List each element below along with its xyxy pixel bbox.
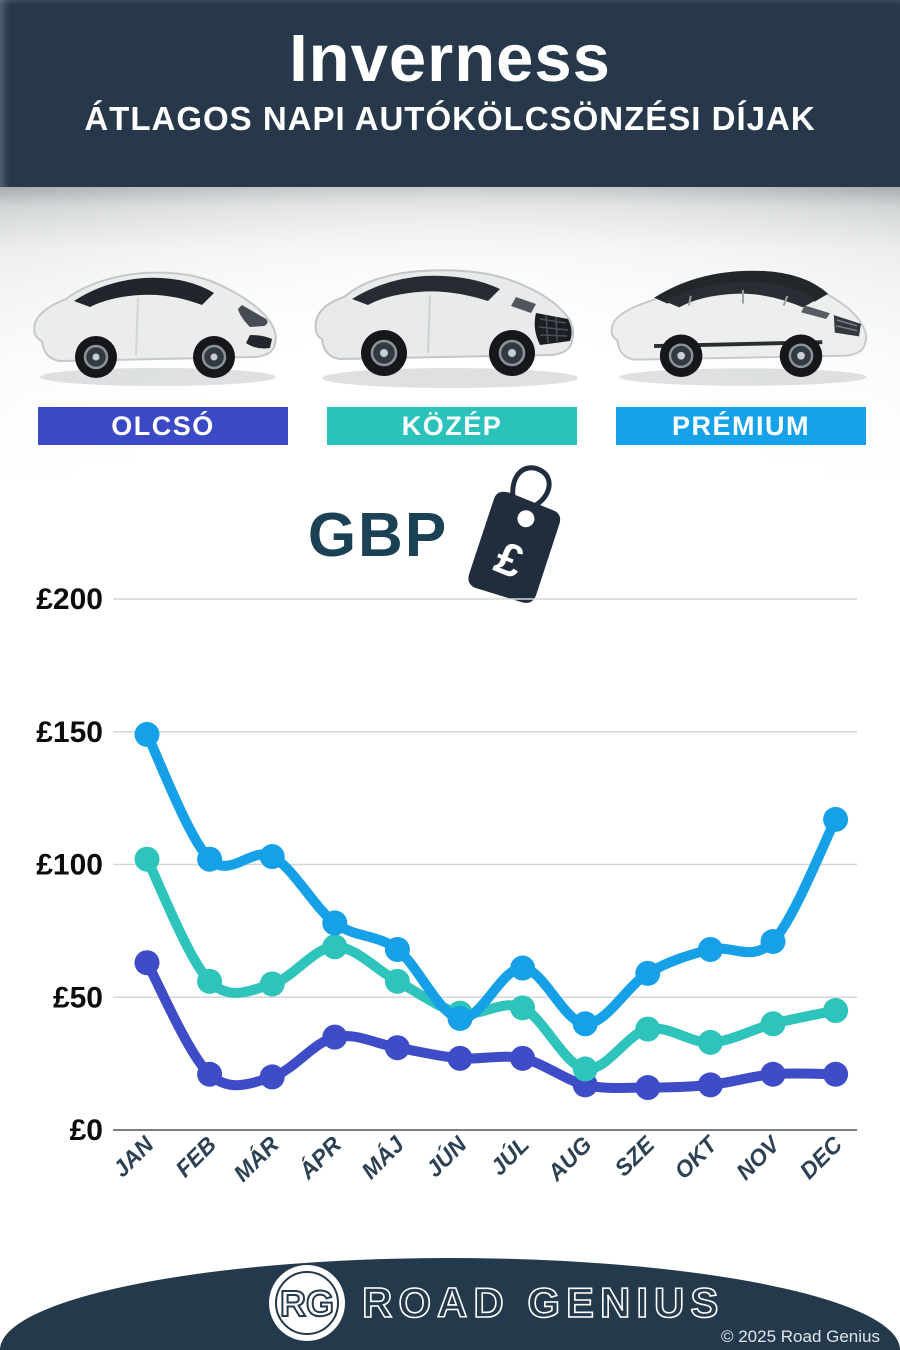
car-stage	[0, 187, 900, 587]
data-point-PRÉMIUM-DEC	[823, 806, 849, 832]
data-point-KÖZÉP-JÚL	[510, 995, 536, 1021]
series-line-KÖZÉP	[142, 854, 841, 1074]
data-point-KÖZÉP-JÚN	[447, 1000, 473, 1026]
data-point-PRÉMIUM-JAN	[134, 721, 160, 747]
data-point-KÖZÉP-MÁJ	[384, 968, 410, 994]
data-point-OLCSÓ-MÁR	[259, 1064, 285, 1090]
series-line-OLCSÓ	[142, 957, 841, 1094]
data-point-PRÉMIUM-MÁR	[259, 844, 285, 870]
economy-hatchback-image	[33, 271, 277, 386]
data-point-KÖZÉP-SZE	[635, 1016, 661, 1042]
x-tick-label-MÁR: MÁR	[228, 1130, 284, 1186]
y-tick-label-100: £100	[36, 849, 103, 882]
data-point-PRÉMIUM-JÚL	[510, 955, 536, 981]
category-badge-olcso: OLCSÓ	[38, 407, 288, 445]
x-tick-label-AUG: AUG	[541, 1131, 596, 1186]
x-tick-label-DEC: DEC	[794, 1131, 847, 1184]
page-title: Inverness	[289, 21, 611, 96]
data-point-OLCSÓ-SZE	[635, 1075, 661, 1101]
header: Inverness ÁTLAGOS NAPI AUTÓKÖLCSÖNZÉSI D…	[0, 0, 900, 187]
price-tag-icon: £	[468, 465, 561, 603]
x-tick-label-SZE: SZE	[609, 1131, 659, 1181]
footer-content: RG ROAD GENIUS © 2025 Road Genius	[269, 1265, 880, 1346]
premium-suv-image	[610, 270, 868, 386]
data-point-KÖZÉP-DEC	[823, 998, 849, 1024]
x-tick-label-MÁJ: MÁJ	[356, 1130, 410, 1184]
data-point-PRÉMIUM-MÁJ	[384, 936, 410, 962]
data-point-KÖZÉP-OKT	[697, 1029, 723, 1055]
data-point-KÖZÉP-AUG	[572, 1056, 598, 1082]
series-line-PRÉMIUM	[142, 729, 841, 1029]
data-point-OLCSÓ-JÚN	[447, 1045, 473, 1071]
data-point-KÖZÉP-FEB	[197, 968, 223, 994]
data-point-OLCSÓ-DEC	[823, 1061, 849, 1087]
page-subtitle: ÁTLAGOS NAPI AUTÓKÖLCSÖNZÉSI DÍJAK	[84, 100, 816, 137]
data-point-PRÉMIUM-FEB	[197, 846, 223, 872]
currency-code-label: GBP	[307, 501, 449, 570]
category-badge-kozep: KÖZÉP	[327, 407, 577, 445]
road-genius-logo-circle	[269, 1265, 345, 1341]
y-tick-label-0: £0	[70, 1114, 103, 1147]
midsize-suv-image	[314, 269, 578, 388]
x-tick-label-JÚN: JÚN	[420, 1130, 472, 1182]
road-genius-logo-initials: RG	[280, 1283, 334, 1324]
data-point-PRÉMIUM-SZE	[635, 960, 661, 986]
data-point-KÖZÉP-NOV	[760, 1011, 786, 1037]
y-tick-label-150: £150	[36, 716, 103, 749]
data-point-KÖZÉP-MÁR	[259, 971, 285, 997]
data-point-OLCSÓ-MÁJ	[384, 1035, 410, 1061]
x-tick-label-FEB: FEB	[170, 1131, 221, 1182]
data-point-OLCSÓ-ÁPR	[322, 1024, 348, 1050]
x-tick-label-JÚL: JÚL	[484, 1130, 534, 1180]
data-point-OLCSÓ-FEB	[197, 1061, 223, 1087]
data-point-OLCSÓ-NOV	[760, 1061, 786, 1087]
data-point-PRÉMIUM-ÁPR	[322, 910, 348, 936]
y-tick-label-200: £200	[36, 583, 103, 616]
data-point-PRÉMIUM-JÚN	[447, 1005, 473, 1031]
x-tick-label-NOV: NOV	[731, 1130, 786, 1185]
data-point-OLCSÓ-AUG	[572, 1072, 598, 1098]
brand-name: ROAD GENIUS	[362, 1279, 724, 1326]
data-point-PRÉMIUM-OKT	[697, 936, 723, 962]
data-point-OLCSÓ-OKT	[697, 1072, 723, 1098]
data-point-PRÉMIUM-NOV	[760, 928, 786, 954]
data-point-PRÉMIUM-AUG	[572, 1011, 598, 1037]
data-point-KÖZÉP-JAN	[134, 846, 160, 872]
data-point-OLCSÓ-JÚL	[510, 1045, 536, 1071]
x-tick-label-OKT: OKT	[669, 1130, 723, 1184]
category-badge-premium: PRÉMIUM	[616, 407, 866, 445]
data-point-OLCSÓ-JAN	[134, 950, 160, 976]
data-point-KÖZÉP-ÁPR	[322, 934, 348, 960]
copyright-text: © 2025 Road Genius	[721, 1327, 880, 1346]
x-tick-label-JAN: JAN	[108, 1131, 159, 1182]
y-tick-label-50: £50	[53, 981, 103, 1014]
x-tick-label-ÁPR: ÁPR	[292, 1130, 346, 1184]
